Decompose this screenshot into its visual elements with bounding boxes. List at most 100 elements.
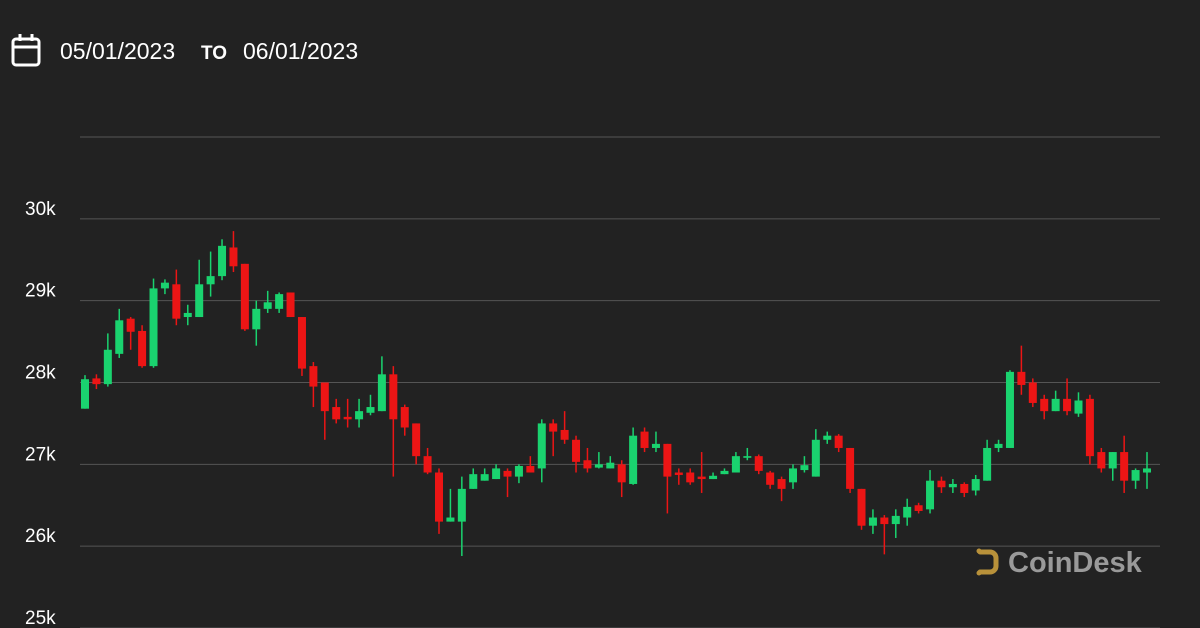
candle-body <box>446 517 455 522</box>
candle-body <box>332 407 341 420</box>
candle-body <box>469 474 478 489</box>
candle-body <box>594 464 603 468</box>
candle-body <box>629 435 638 484</box>
candle-body <box>777 479 786 489</box>
candle-body <box>754 456 763 471</box>
candle-body <box>195 284 204 318</box>
candle-body <box>868 517 877 526</box>
candle-body <box>743 456 752 458</box>
candle-body <box>1131 470 1140 481</box>
candle-body <box>1097 452 1106 469</box>
candle-body <box>457 488 466 522</box>
candle-body <box>1074 400 1083 414</box>
candle-body <box>503 470 512 477</box>
candle-body <box>263 302 272 309</box>
candle-body <box>994 443 1003 448</box>
candle-body <box>103 349 112 385</box>
candle-body <box>286 292 295 318</box>
candle-body <box>149 288 158 367</box>
candle-body <box>435 472 443 522</box>
candle-body <box>697 476 706 480</box>
candle-body <box>480 474 489 481</box>
candle-body <box>526 465 535 473</box>
y-tick-label: 28k <box>25 363 56 384</box>
candle-body <box>834 435 843 448</box>
candle-body <box>880 517 889 525</box>
candle-body <box>320 382 329 412</box>
y-tick-label: 25k <box>25 608 56 628</box>
candle-body <box>914 505 923 511</box>
y-tick-label: 27k <box>25 444 56 465</box>
candle-body <box>731 456 740 473</box>
candle-body <box>412 423 421 457</box>
candle-body <box>355 411 364 420</box>
candle-body <box>343 416 352 420</box>
candle-body <box>514 465 523 477</box>
candle-body <box>81 379 89 409</box>
candle-body <box>400 407 409 428</box>
candle-body <box>811 439 820 477</box>
candle-body <box>674 472 683 475</box>
end-date: 06/01/2023 <box>243 38 358 64</box>
candle-body <box>1085 398 1094 457</box>
candle-body <box>1143 468 1151 473</box>
candle-body <box>686 472 695 483</box>
candle-body <box>126 318 135 332</box>
candle-body <box>948 483 957 488</box>
candle-body <box>663 443 672 477</box>
candle-body <box>229 247 238 267</box>
candle-body <box>800 465 809 471</box>
candle-body <box>492 468 501 480</box>
candle-body <box>846 447 855 489</box>
candle-body <box>640 431 649 448</box>
candle-body <box>926 480 935 510</box>
candle-body <box>160 282 169 289</box>
candle-body <box>377 374 386 412</box>
y-tick-label: 29k <box>25 281 56 302</box>
candle-body <box>766 472 775 485</box>
y-tick-label: 30k <box>25 199 56 220</box>
candle-body <box>218 245 227 277</box>
candle-body <box>1051 398 1060 412</box>
candle-body <box>115 320 124 354</box>
candle-body <box>606 462 615 469</box>
candle-body <box>891 515 900 525</box>
candle-body <box>275 294 284 309</box>
watermark-logo <box>976 548 999 576</box>
candle-body <box>172 284 181 319</box>
plot-area: 25k 26k 27k 28k 29k 30k <box>25 136 1160 628</box>
watermark: CoinDesk <box>1008 547 1143 579</box>
candle-body <box>240 263 249 330</box>
candle-body <box>252 308 261 330</box>
candle-body <box>960 483 969 493</box>
candle-body <box>857 488 866 526</box>
candle-body <box>537 423 546 469</box>
candle-body <box>572 439 581 462</box>
candle-body <box>1120 452 1129 481</box>
candle-body <box>983 447 992 481</box>
candle-body <box>297 317 306 369</box>
date-separator: TO <box>201 43 227 64</box>
candle-body <box>1028 382 1037 403</box>
candle-body <box>549 423 558 432</box>
candle-body <box>617 464 626 483</box>
candle-body <box>366 407 375 413</box>
candle-body <box>1108 452 1117 469</box>
candle-body <box>183 312 192 318</box>
candle-body <box>937 480 946 488</box>
candle-body <box>138 330 147 367</box>
candle-body <box>1017 371 1026 385</box>
candle-body <box>309 366 318 387</box>
calendar-icon <box>11 34 41 67</box>
candle-body <box>389 374 398 420</box>
candle-body <box>651 443 660 448</box>
candle-body <box>903 506 912 518</box>
candle-body <box>1040 398 1049 412</box>
start-date: 05/01/2023 <box>60 38 175 64</box>
candle-body <box>423 456 432 473</box>
candle-body <box>720 470 729 475</box>
candle-body <box>823 435 832 440</box>
candle-body <box>92 378 101 385</box>
